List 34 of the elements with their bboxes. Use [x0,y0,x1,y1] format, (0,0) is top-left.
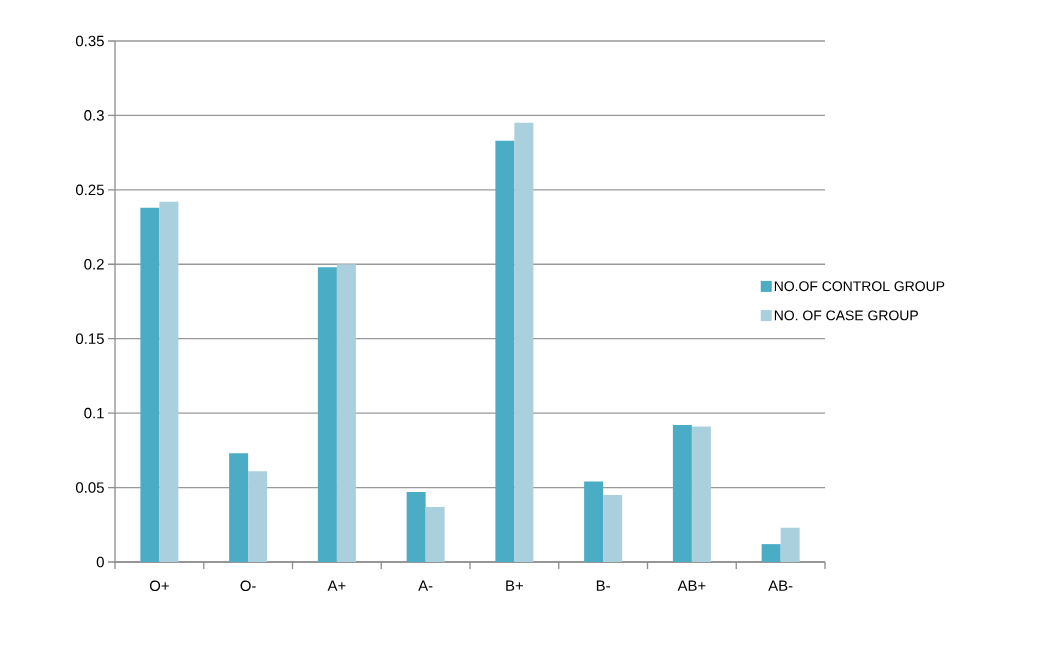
y-tick-label: 0.25 [75,184,104,196]
bar [406,492,426,562]
bar [140,207,160,562]
bar [317,267,337,562]
y-tick-label: 0.2 [84,258,104,270]
bar [603,495,623,562]
x-tick-label: B- [596,580,610,591]
y-tick-label: 0.15 [75,333,104,344]
y-tick-label: 0 [96,556,104,568]
bar [584,481,604,562]
x-tick-label: AB- [768,580,793,591]
x-tick-label: O+ [149,580,169,592]
y-tick-label: 0.3 [84,110,104,121]
bar [248,471,268,562]
bar [672,425,692,562]
bar [336,264,356,562]
legend-label: NO.OF CONTROL GROUP [774,281,945,292]
bar [691,426,711,562]
bar [495,140,515,562]
legend-label: NO. OF CASE GROUP [774,310,918,321]
x-tick-label: A- [418,580,433,591]
x-tick-label: B+ [506,580,523,591]
bar [514,122,534,562]
x-tick-label: O- [240,580,256,592]
bar [159,201,179,562]
bar [425,506,445,562]
y-tick-label: 0.05 [75,482,104,493]
bar [229,453,249,562]
y-tick-label: 0.35 [75,35,104,47]
bar [780,527,800,562]
x-tick-label: AB+ [677,580,706,591]
x-tick-label: A+ [327,580,346,591]
bar [761,544,781,562]
y-tick-label: 0.1 [84,407,104,419]
